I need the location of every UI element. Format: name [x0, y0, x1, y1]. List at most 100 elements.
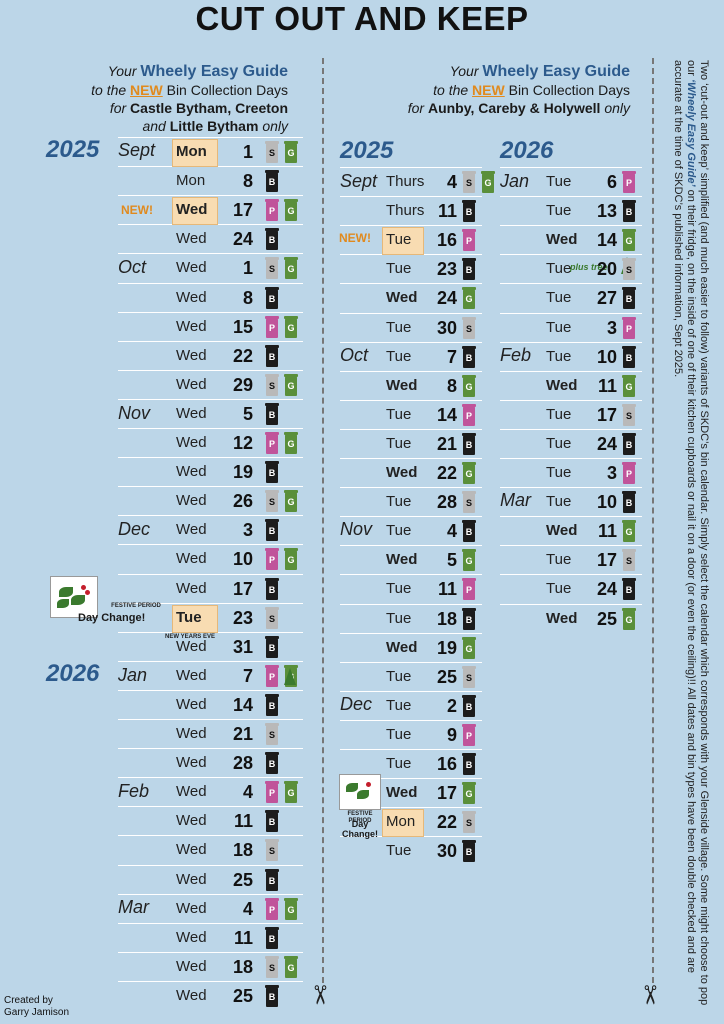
guide-text: to the — [91, 82, 127, 98]
row-divider — [340, 749, 482, 750]
bin-icon: G — [284, 257, 298, 280]
collection-day: Wed — [176, 550, 207, 568]
row-divider — [118, 777, 303, 779]
guide-header-right: Your Wheely Easy Guide to the NEW Bin Co… — [340, 62, 630, 117]
guide-text: for — [407, 100, 425, 116]
month-label: Mar — [500, 490, 531, 510]
collection-date: 11 — [437, 579, 457, 600]
collection-day: Wed — [176, 288, 207, 306]
bin-icon: B — [462, 432, 476, 455]
collection-date: 15 — [232, 316, 253, 337]
row-divider — [118, 457, 303, 459]
collection-date: 29 — [232, 374, 253, 395]
row-divider — [340, 341, 482, 343]
plus-tree-note: plus tree — [570, 262, 608, 272]
collection-date: 3 — [606, 463, 617, 483]
guide-text: only — [262, 118, 288, 134]
row-divider — [118, 544, 303, 546]
guide-brand: Wheely Easy Guide — [482, 63, 630, 80]
collection-date: 19 — [232, 462, 253, 483]
collection-day: Wed — [176, 463, 207, 481]
day-change-highlight — [382, 809, 424, 838]
bin-icon: S — [462, 665, 476, 688]
row-divider — [340, 312, 482, 314]
bin-icon: G — [462, 462, 476, 484]
bin-icon: S — [622, 549, 636, 572]
bin-icon: G — [462, 287, 476, 310]
year-label: 2025 — [340, 137, 394, 164]
collection-day: Wed — [176, 695, 207, 713]
day-change-highlight — [382, 227, 424, 256]
row-divider — [500, 603, 642, 605]
bin-icon: G — [622, 520, 636, 543]
collection-day: Wed — [176, 841, 207, 859]
row-divider — [500, 428, 642, 430]
guide-new: NEW — [472, 82, 505, 98]
bin-icon: B — [462, 840, 476, 863]
row-divider — [340, 603, 482, 605]
bin-icon: B — [265, 635, 279, 658]
bin-icon: G — [622, 229, 636, 252]
row-divider — [340, 690, 482, 692]
collection-day: Wed — [176, 986, 207, 1004]
collection-date: 31 — [232, 636, 253, 657]
collection-date: 11 — [437, 201, 457, 222]
row-divider — [500, 225, 642, 227]
row-divider — [500, 167, 642, 168]
village-name: Creeton — [235, 100, 288, 116]
row-divider — [500, 196, 642, 198]
bin-icon: G — [284, 955, 298, 978]
collection-day: Wed — [546, 609, 578, 627]
side-note-p2c: on their fridge, on the inside of one of… — [685, 189, 697, 685]
row-divider — [340, 458, 482, 459]
bin-icon: G — [284, 432, 298, 454]
collection-date: 21 — [232, 724, 253, 744]
bin-icon: G — [481, 171, 495, 193]
collection-day: Wed — [546, 522, 578, 540]
row-divider — [500, 341, 642, 343]
month-label: Dec — [340, 694, 373, 714]
bin-icon: B — [462, 753, 476, 775]
collection-date: 3 — [242, 520, 253, 541]
collection-date: 7 — [242, 665, 253, 686]
bin-icon: P — [265, 315, 279, 338]
row-divider — [500, 283, 642, 285]
collection-day: Tue — [386, 434, 412, 452]
month-label: Dec — [118, 519, 151, 539]
guide-header-left: Your Wheely Easy Guide to the NEW Bin Co… — [40, 62, 288, 135]
bin-icon: B — [622, 200, 636, 223]
bin-icon: B — [462, 520, 476, 543]
bin-icon: P — [265, 199, 279, 222]
bin-icon: S — [265, 373, 279, 396]
guide-text: only — [604, 100, 630, 116]
collection-day: Tue — [176, 608, 202, 626]
scissors-icon: ✂ — [304, 984, 335, 1006]
collection-day: Tue — [546, 289, 572, 307]
day-change-highlight — [172, 139, 218, 167]
collection-date: 25 — [436, 666, 457, 687]
collection-date: 16 — [436, 230, 457, 251]
village-name: Little Bytham — [169, 118, 259, 134]
collection-day: Wed — [176, 957, 207, 975]
row-divider — [118, 515, 303, 517]
bin-icon: S — [622, 258, 636, 281]
collection-date: 6 — [606, 172, 617, 192]
row-divider — [500, 254, 642, 256]
guide-text: , — [470, 100, 475, 116]
bin-icon: S — [462, 811, 476, 834]
guide-text: and — [142, 118, 166, 134]
collection-day: Mon — [176, 143, 207, 160]
bin-icon: P — [265, 548, 279, 571]
bin-icon: B — [265, 344, 279, 367]
collection-day: Wed — [176, 404, 207, 422]
collection-date: 17 — [436, 783, 457, 804]
collection-date: 27 — [596, 288, 617, 309]
collection-day: Wed — [386, 784, 418, 802]
bin-icon: G — [462, 374, 476, 397]
bin-icon: B — [622, 491, 636, 514]
collection-day: Wed — [176, 725, 207, 742]
collection-day: Tue — [546, 580, 572, 598]
collection-day: Wed — [176, 230, 207, 248]
row-divider — [340, 661, 482, 663]
collection-day: Mon — [176, 172, 206, 190]
